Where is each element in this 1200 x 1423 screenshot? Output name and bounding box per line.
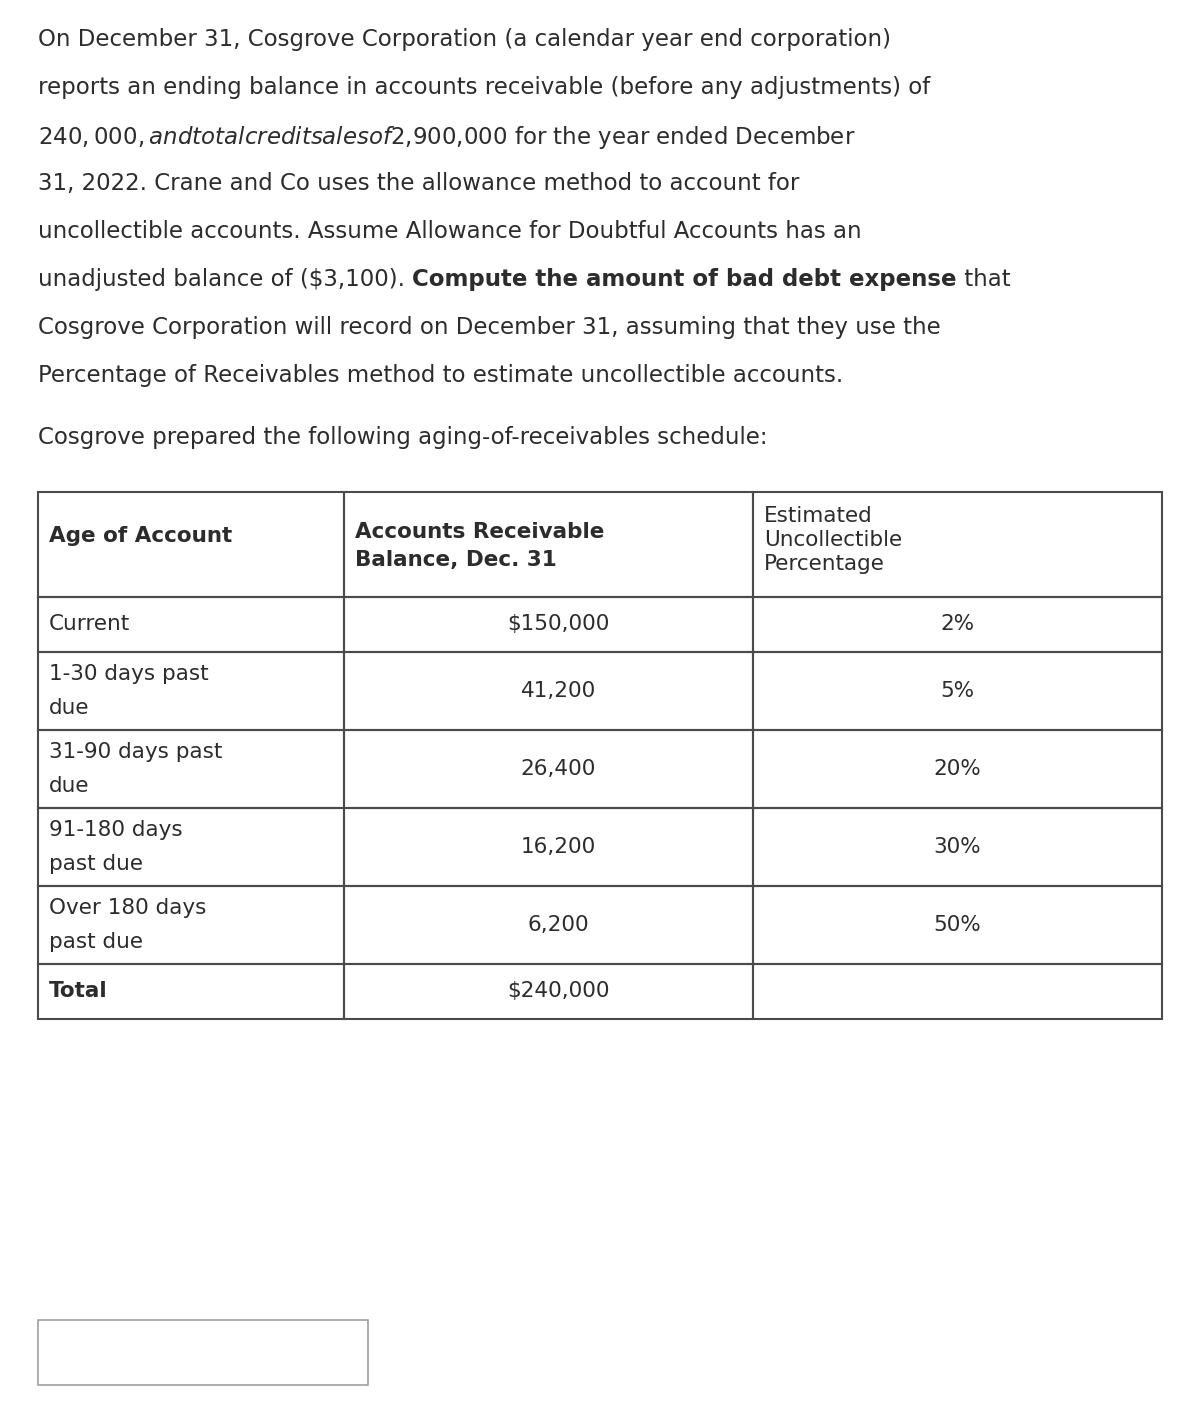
Text: Compute the amount of bad debt expense: Compute the amount of bad debt expense xyxy=(413,268,956,290)
Bar xyxy=(752,963,1162,1019)
Text: 20%: 20% xyxy=(934,758,982,778)
Text: $240,000: $240,000 xyxy=(508,980,610,1000)
Bar xyxy=(38,730,343,808)
Text: due: due xyxy=(49,699,90,719)
Text: Percentage of Receivables method to estimate uncollectible accounts.: Percentage of Receivables method to esti… xyxy=(38,364,844,387)
Bar xyxy=(38,598,343,652)
Bar xyxy=(343,887,752,963)
Text: 26,400: 26,400 xyxy=(521,758,596,778)
Text: Total: Total xyxy=(49,980,108,1000)
Text: Balance, Dec. 31: Balance, Dec. 31 xyxy=(355,551,557,571)
Bar xyxy=(343,598,752,652)
Bar xyxy=(752,652,1162,730)
Bar xyxy=(752,730,1162,808)
Text: Estimated: Estimated xyxy=(764,507,872,527)
Text: On December 31, Cosgrove Corporation (a calendar year end corporation): On December 31, Cosgrove Corporation (a … xyxy=(38,28,890,51)
Bar xyxy=(38,887,343,963)
Text: past due: past due xyxy=(49,932,143,952)
Text: 50%: 50% xyxy=(934,915,982,935)
Bar xyxy=(752,598,1162,652)
Text: 31, 2022. Crane and Co uses the allowance method to account for: 31, 2022. Crane and Co uses the allowanc… xyxy=(38,172,799,195)
Text: 5%: 5% xyxy=(941,682,974,702)
Bar xyxy=(752,887,1162,963)
Bar xyxy=(343,652,752,730)
Text: 6,200: 6,200 xyxy=(528,915,589,935)
Text: unadjusted balance of ($3,100).: unadjusted balance of ($3,100). xyxy=(38,268,413,290)
Bar xyxy=(343,808,752,887)
Text: past due: past due xyxy=(49,854,143,874)
Text: Age of Account: Age of Account xyxy=(49,527,233,546)
Bar xyxy=(343,730,752,808)
Bar xyxy=(38,492,343,598)
Bar xyxy=(343,963,752,1019)
Text: Percentage: Percentage xyxy=(764,554,884,573)
Bar xyxy=(38,1321,368,1385)
Text: Uncollectible: Uncollectible xyxy=(764,529,902,551)
Bar xyxy=(38,652,343,730)
Text: Current: Current xyxy=(49,613,131,635)
Bar xyxy=(752,492,1162,598)
Text: Over 180 days: Over 180 days xyxy=(49,898,206,918)
Text: 1-30 days past: 1-30 days past xyxy=(49,665,209,684)
Text: 2%: 2% xyxy=(941,613,974,635)
Text: Cosgrove prepared the following aging-of-receivables schedule:: Cosgrove prepared the following aging-of… xyxy=(38,425,768,450)
Bar xyxy=(343,492,752,598)
Text: that: that xyxy=(956,268,1010,290)
Text: 41,200: 41,200 xyxy=(521,682,596,702)
Bar xyxy=(38,808,343,887)
Text: $240,000, and total credit sales of $2,900,000 for the year ended December: $240,000, and total credit sales of $2,9… xyxy=(38,124,856,151)
Text: 16,200: 16,200 xyxy=(521,837,596,857)
Bar xyxy=(752,808,1162,887)
Text: reports an ending balance in accounts receivable (before any adjustments) of: reports an ending balance in accounts re… xyxy=(38,75,930,100)
Text: $150,000: $150,000 xyxy=(508,613,610,635)
Text: 30%: 30% xyxy=(934,837,982,857)
Bar xyxy=(38,963,343,1019)
Text: 91-180 days: 91-180 days xyxy=(49,820,182,840)
Text: 31-90 days past: 31-90 days past xyxy=(49,741,222,761)
Text: Accounts Receivable: Accounts Receivable xyxy=(355,522,604,542)
Text: due: due xyxy=(49,776,90,795)
Text: Cosgrove Corporation will record on December 31, assuming that they use the: Cosgrove Corporation will record on Dece… xyxy=(38,316,941,339)
Text: uncollectible accounts. Assume Allowance for Doubtful Accounts has an: uncollectible accounts. Assume Allowance… xyxy=(38,221,862,243)
